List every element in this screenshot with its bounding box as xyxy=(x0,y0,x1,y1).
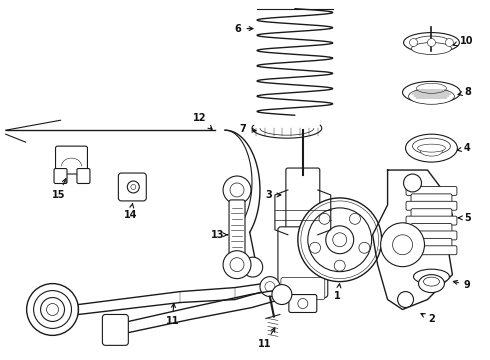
FancyBboxPatch shape xyxy=(411,238,452,247)
Ellipse shape xyxy=(413,36,450,49)
Ellipse shape xyxy=(403,81,461,103)
Circle shape xyxy=(41,298,65,321)
Circle shape xyxy=(223,251,251,279)
FancyBboxPatch shape xyxy=(229,200,245,255)
Circle shape xyxy=(310,242,320,253)
Circle shape xyxy=(326,226,354,254)
Text: 5: 5 xyxy=(458,213,471,223)
Text: 15: 15 xyxy=(52,179,66,200)
Circle shape xyxy=(230,183,244,197)
Circle shape xyxy=(127,181,139,193)
Circle shape xyxy=(131,184,136,189)
Ellipse shape xyxy=(413,138,450,154)
Ellipse shape xyxy=(409,88,454,104)
Ellipse shape xyxy=(414,269,449,284)
FancyBboxPatch shape xyxy=(406,186,457,195)
Text: 7: 7 xyxy=(240,124,256,134)
Ellipse shape xyxy=(404,32,460,53)
Circle shape xyxy=(298,298,308,309)
Circle shape xyxy=(427,39,436,46)
Circle shape xyxy=(381,223,424,267)
Text: 9: 9 xyxy=(453,280,471,289)
Text: 12: 12 xyxy=(194,113,212,130)
Circle shape xyxy=(359,242,370,253)
Ellipse shape xyxy=(418,275,444,293)
Circle shape xyxy=(298,198,382,282)
FancyBboxPatch shape xyxy=(406,216,457,225)
Ellipse shape xyxy=(417,144,445,152)
FancyBboxPatch shape xyxy=(77,168,90,184)
Polygon shape xyxy=(115,289,280,336)
Text: 3: 3 xyxy=(266,190,281,200)
Text: 11: 11 xyxy=(258,328,275,349)
FancyBboxPatch shape xyxy=(119,173,147,201)
Circle shape xyxy=(47,303,58,315)
Circle shape xyxy=(230,258,244,272)
Ellipse shape xyxy=(423,277,440,286)
FancyBboxPatch shape xyxy=(411,224,452,233)
Circle shape xyxy=(26,284,78,336)
Circle shape xyxy=(397,292,414,307)
FancyBboxPatch shape xyxy=(55,146,87,174)
Circle shape xyxy=(260,276,280,297)
Circle shape xyxy=(404,174,421,192)
FancyBboxPatch shape xyxy=(406,231,457,240)
FancyBboxPatch shape xyxy=(411,194,452,203)
Circle shape xyxy=(445,39,453,46)
Circle shape xyxy=(223,176,251,204)
Circle shape xyxy=(34,291,72,328)
Circle shape xyxy=(333,233,347,247)
Text: 4: 4 xyxy=(457,143,471,153)
Text: 8: 8 xyxy=(458,87,471,97)
Polygon shape xyxy=(372,170,452,310)
FancyBboxPatch shape xyxy=(102,315,128,345)
FancyBboxPatch shape xyxy=(54,168,67,184)
FancyBboxPatch shape xyxy=(411,209,452,218)
Text: 2: 2 xyxy=(421,314,435,324)
Text: 6: 6 xyxy=(235,24,253,33)
Text: 10: 10 xyxy=(453,36,473,46)
Circle shape xyxy=(319,213,330,224)
Circle shape xyxy=(334,260,345,271)
Ellipse shape xyxy=(412,42,451,54)
FancyBboxPatch shape xyxy=(406,246,457,255)
Ellipse shape xyxy=(420,146,442,156)
FancyBboxPatch shape xyxy=(278,227,328,298)
Text: 11: 11 xyxy=(166,303,179,327)
FancyBboxPatch shape xyxy=(406,201,457,210)
FancyBboxPatch shape xyxy=(281,278,325,300)
Circle shape xyxy=(410,39,417,46)
FancyBboxPatch shape xyxy=(286,168,320,237)
Circle shape xyxy=(349,213,361,224)
Text: 13: 13 xyxy=(211,230,228,240)
Polygon shape xyxy=(252,125,322,138)
Polygon shape xyxy=(78,283,270,315)
Circle shape xyxy=(243,257,263,277)
Circle shape xyxy=(392,235,413,255)
Circle shape xyxy=(308,208,371,272)
FancyBboxPatch shape xyxy=(289,294,317,312)
Ellipse shape xyxy=(416,84,446,93)
Text: 14: 14 xyxy=(123,204,137,220)
Ellipse shape xyxy=(406,134,457,162)
Circle shape xyxy=(265,282,275,292)
Circle shape xyxy=(272,285,292,305)
Text: 1: 1 xyxy=(334,284,341,301)
